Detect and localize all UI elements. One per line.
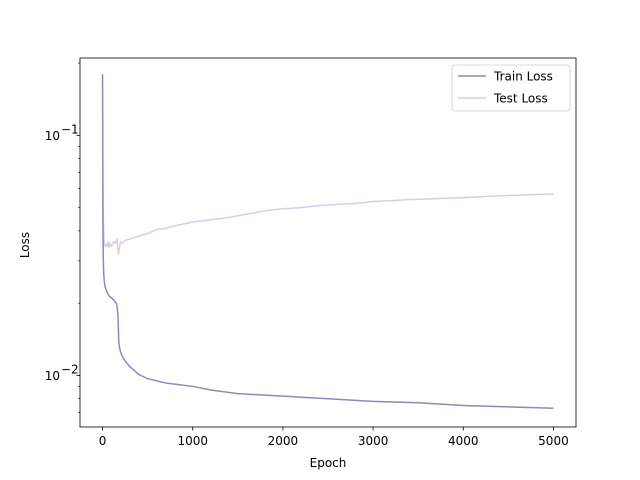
y-tick-exponent: −2 [61,362,79,376]
y-axis-label: Loss [18,232,32,258]
series-line-2 [101,74,554,410]
series-layer [101,74,554,410]
legend: Train Loss Test Loss [451,64,571,112]
x-axis-label: Epoch [310,456,347,470]
x-tick-label: 4000 [448,434,479,448]
x-tick-label: 0 [99,434,107,448]
series-line-1 [101,140,554,255]
legend-label: Test Loss [493,92,548,106]
y-tick-exponent: −1 [61,122,79,136]
y-tick-label: 10 [45,129,60,143]
x-tick-label: 5000 [538,434,569,448]
legend-label: Train Loss [493,70,553,84]
x-tick-label: 1000 [177,434,208,448]
x-tick-label: 2000 [268,434,299,448]
y-tick-label: 10 [45,369,60,383]
x-tick-label: 3000 [358,434,389,448]
plot-frame [79,57,577,428]
